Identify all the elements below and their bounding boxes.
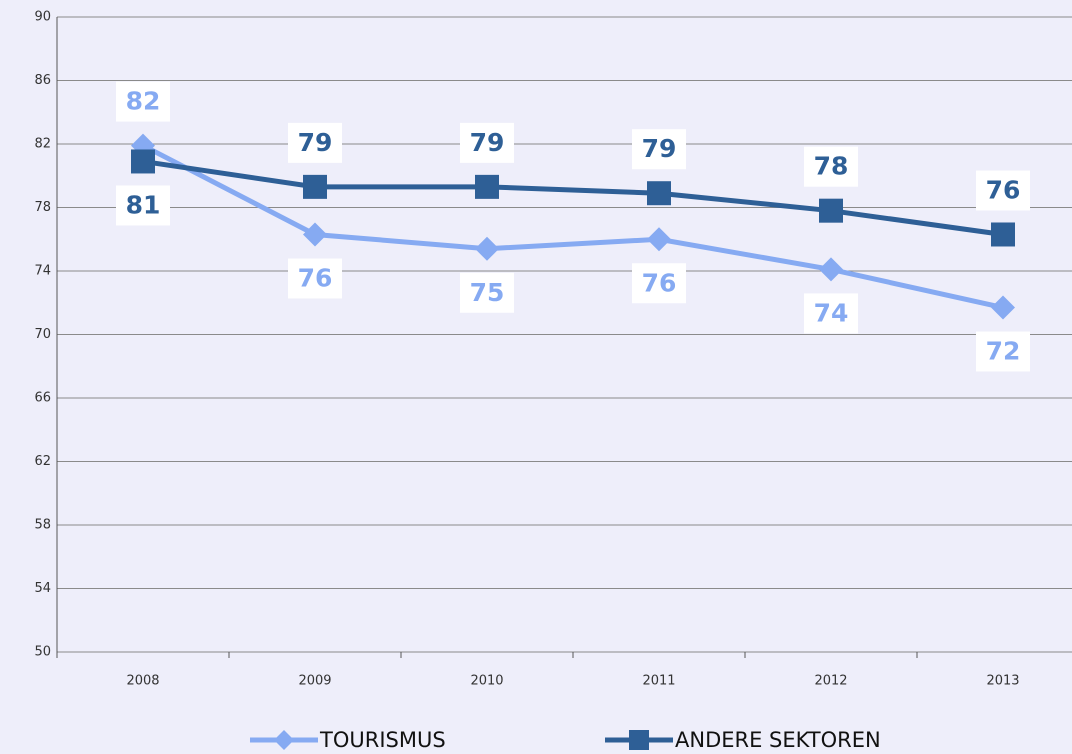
legend-label: ANDERE SEKTOREN bbox=[675, 728, 881, 752]
x-tick-label: 2012 bbox=[814, 674, 847, 689]
x-tick-label: 2013 bbox=[986, 674, 1019, 689]
diamond-marker bbox=[303, 222, 327, 247]
y-tick-label: 54 bbox=[34, 581, 51, 596]
label-bg bbox=[976, 170, 1030, 211]
data-label: 76 bbox=[986, 175, 1021, 204]
label-bg bbox=[116, 185, 170, 226]
x-tick-label: 2010 bbox=[470, 674, 503, 689]
y-tick-label: 70 bbox=[34, 327, 51, 342]
diamond-marker bbox=[819, 257, 843, 282]
data-label: 76 bbox=[298, 263, 333, 292]
y-tick-label: 62 bbox=[34, 454, 51, 469]
data-label: 79 bbox=[642, 134, 677, 163]
label-bg bbox=[288, 122, 342, 163]
legend-marker bbox=[274, 730, 294, 750]
series-line bbox=[142, 158, 1004, 237]
label-bg bbox=[116, 81, 170, 122]
diamond-marker bbox=[475, 236, 499, 261]
data-label: 81 bbox=[126, 190, 161, 219]
y-tick-label: 86 bbox=[34, 73, 51, 88]
x-tick-label: 2011 bbox=[642, 674, 675, 689]
y-tick-label: 90 bbox=[34, 10, 51, 25]
label-bg bbox=[288, 258, 342, 299]
y-tick-label: 50 bbox=[34, 645, 51, 660]
y-tick-label: 66 bbox=[34, 391, 51, 406]
square-marker bbox=[819, 198, 843, 223]
data-label: 75 bbox=[470, 278, 505, 307]
y-tick-label: 78 bbox=[34, 200, 51, 215]
data-label: 82 bbox=[126, 87, 161, 116]
data-label: 72 bbox=[986, 337, 1021, 366]
data-label: 79 bbox=[298, 128, 333, 157]
legend-label: TOURISMUS bbox=[319, 728, 446, 752]
y-tick-label: 82 bbox=[34, 137, 51, 152]
square-marker bbox=[647, 181, 671, 206]
legend-marker bbox=[629, 730, 649, 750]
square-marker bbox=[475, 174, 499, 199]
y-tick-label: 58 bbox=[34, 518, 51, 533]
data-label: 74 bbox=[814, 298, 849, 327]
label-bg bbox=[976, 331, 1030, 372]
label-bg bbox=[804, 146, 858, 187]
label-bg bbox=[460, 272, 514, 313]
x-tick-label: 2008 bbox=[126, 674, 159, 689]
data-label: 78 bbox=[814, 152, 849, 181]
diamond-marker bbox=[647, 227, 671, 252]
x-tick-label: 2009 bbox=[298, 674, 331, 689]
label-bg bbox=[632, 263, 686, 304]
series-line bbox=[141, 143, 1004, 310]
square-marker bbox=[131, 149, 155, 174]
square-marker bbox=[991, 222, 1015, 247]
square-marker bbox=[303, 174, 327, 199]
label-bg bbox=[804, 293, 858, 334]
data-label: 79 bbox=[470, 128, 505, 157]
y-tick-label: 74 bbox=[34, 264, 51, 279]
diamond-marker bbox=[991, 295, 1015, 320]
label-bg bbox=[460, 122, 514, 163]
label-bg bbox=[632, 129, 686, 170]
data-label: 76 bbox=[642, 268, 677, 297]
